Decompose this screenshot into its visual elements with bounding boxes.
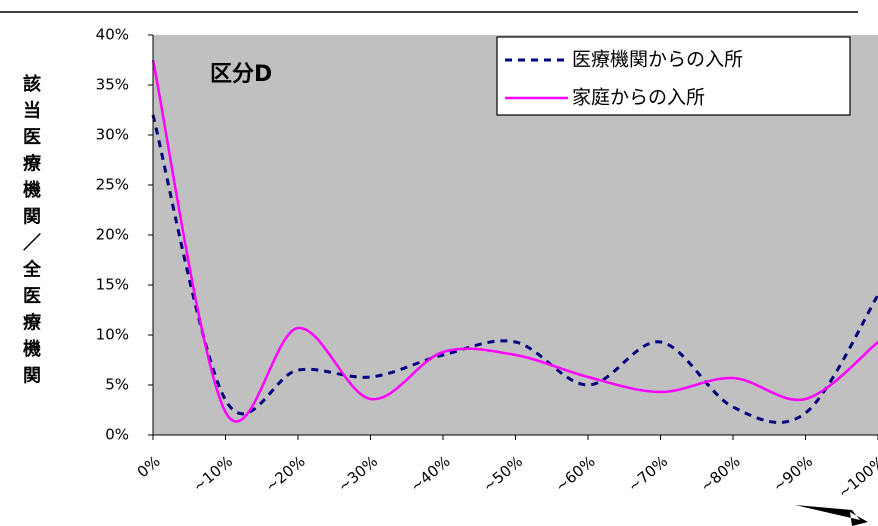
y-tick-label: 15% (96, 276, 129, 294)
y-tick-label: 20% (96, 226, 129, 244)
y-tick-label: 10% (96, 326, 129, 344)
x-tick-label: ~90% (769, 452, 816, 495)
x-tick-label: ~10% (189, 452, 236, 495)
x-tick-label: ~40% (407, 452, 454, 495)
y-axis-label: 該当医療機関／全医療機関 (22, 73, 42, 387)
x-tick-label: ~60% (552, 452, 599, 495)
x-tick-label: 0% (134, 452, 164, 481)
y-tick-label: 5% (105, 376, 129, 394)
series-line (151, 59, 878, 423)
annotation: 区分D (210, 62, 272, 87)
x-tick-label: ~80% (697, 452, 744, 495)
x-tick-label: ~70% (624, 452, 671, 495)
x-tick-label: ~100% (835, 452, 878, 501)
legend (496, 36, 851, 116)
y-tick-label: 25% (96, 176, 129, 194)
x-tick-label: ~30% (334, 452, 381, 495)
x-tick-label: ~50% (479, 452, 526, 495)
y-tick-label: 35% (96, 76, 129, 94)
series-line (151, 114, 878, 424)
y-tick-label: 40% (96, 26, 129, 44)
y-tick-label: 30% (96, 126, 129, 144)
legend-label: 医療機関からの入所 (572, 49, 743, 71)
x-tick-label: ~20% (262, 452, 309, 495)
y-tick-label: 0% (105, 426, 129, 444)
legend-label: 家庭からの入所 (572, 87, 705, 109)
arrow (795, 505, 868, 526)
plot (151, 59, 878, 424)
